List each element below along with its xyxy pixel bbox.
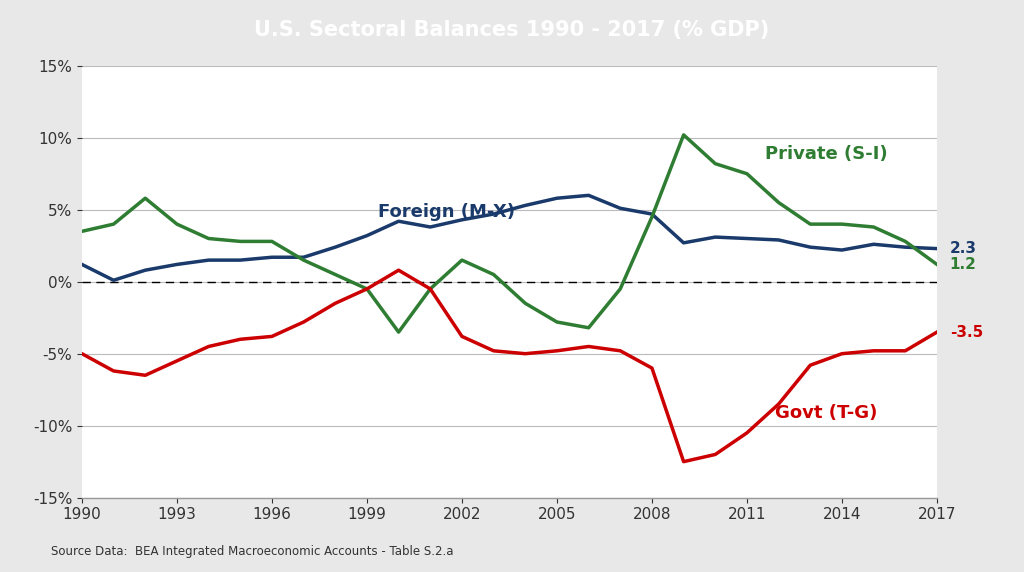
Text: 1.2: 1.2 [949,257,977,272]
Text: -3.5: -3.5 [949,324,983,340]
Text: Private (S-I): Private (S-I) [765,145,888,164]
Text: 2.3: 2.3 [949,241,977,256]
Text: Govt (T-G): Govt (T-G) [775,404,878,423]
Text: U.S. Sectoral Balances 1990 - 2017 (% GDP): U.S. Sectoral Balances 1990 - 2017 (% GD… [254,20,770,40]
Text: Foreign (M-X): Foreign (M-X) [378,203,515,221]
Text: Source Data:  BEA Integrated Macroeconomic Accounts - Table S.2.a: Source Data: BEA Integrated Macroeconomi… [51,545,454,558]
